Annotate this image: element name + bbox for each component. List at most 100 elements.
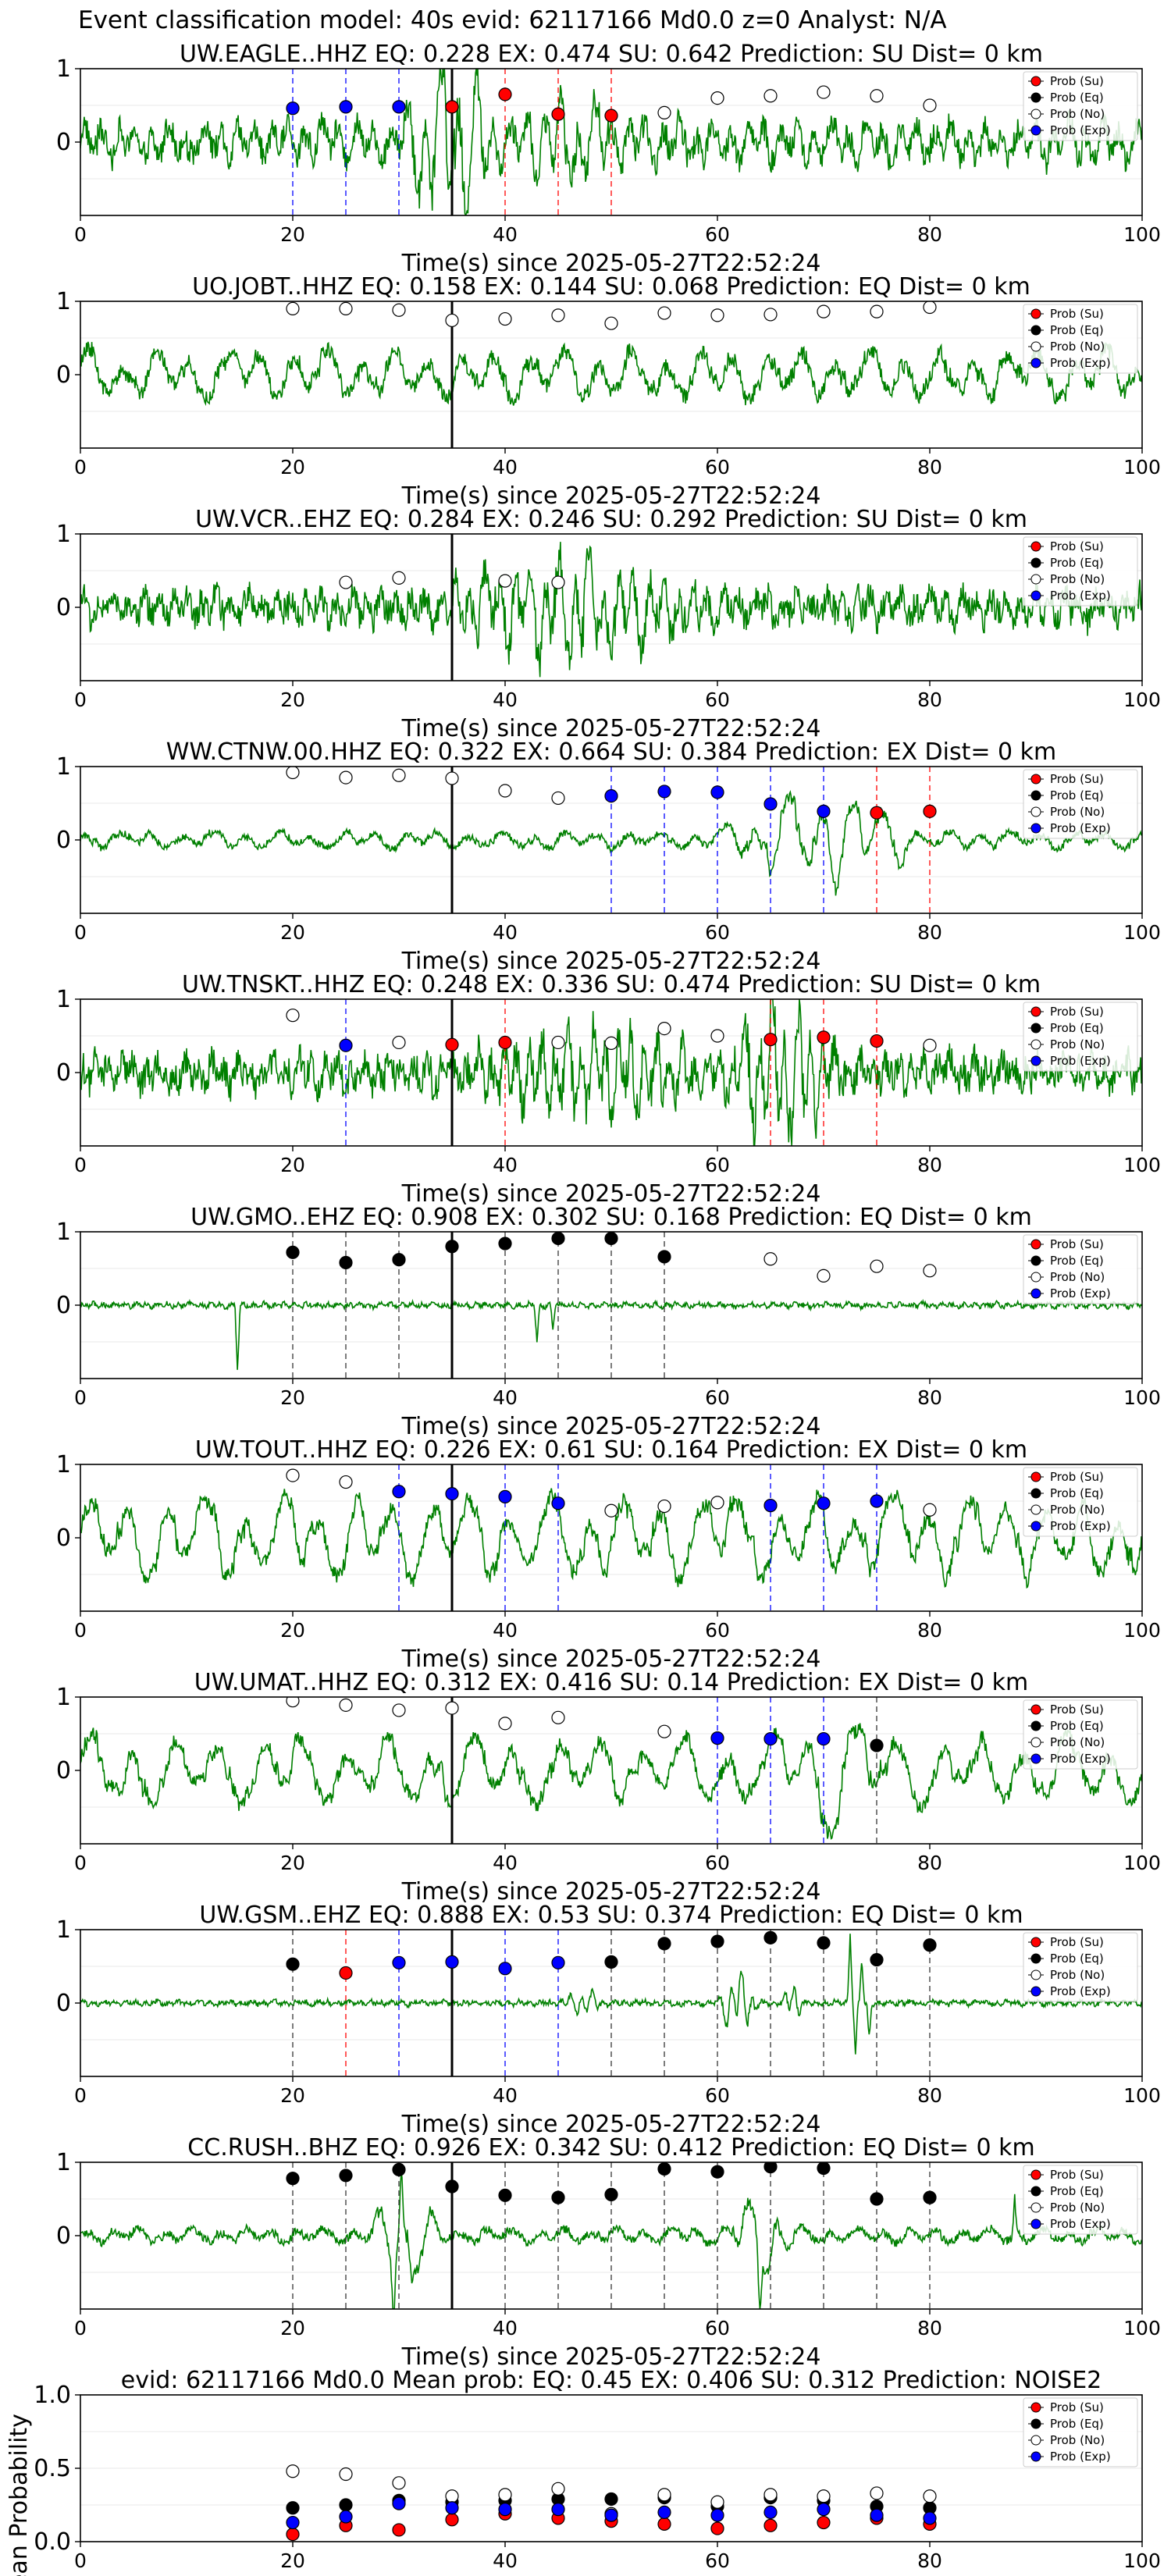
prob-marker-exp (339, 1038, 353, 1052)
legend-label: Prob (No) (1050, 1735, 1105, 1749)
prob-marker-eq (604, 2187, 618, 2201)
figure-title: Event classification model: 40s evid: 62… (78, 6, 947, 34)
panel-plot-area (286, 2464, 937, 2542)
prob-marker-exp (392, 1955, 406, 1969)
x-tick-label: 20 (280, 2084, 305, 2107)
legend-marker-eq (1030, 2418, 1041, 2429)
prob-marker-no (923, 1503, 937, 1517)
x-tick-label: 40 (493, 688, 518, 711)
prob-marker-eq (817, 1936, 831, 1950)
legend-box (1023, 769, 1138, 839)
x-tick-label: 100 (1123, 456, 1161, 479)
x-tick-label: 60 (705, 456, 730, 479)
legend-marker-eq (1030, 557, 1041, 568)
x-tick-label: 0 (74, 1619, 87, 1642)
mean-prob-marker-no (286, 2464, 300, 2478)
panel-title: evid: 62117166 Md0.0 Mean prob: EQ: 0.45… (121, 2367, 1102, 2394)
prob-marker-eq (763, 1930, 778, 1944)
y-tick-label: 1 (56, 2149, 71, 2176)
prob-marker-exp (604, 788, 618, 803)
x-tick-label: 0 (74, 1154, 87, 1176)
prob-marker-no (286, 1009, 300, 1023)
legend-label: Prob (No) (1050, 107, 1105, 121)
panel-7: UW.TOUT..HHZ EQ: 0.226 EX: 0.61 SU: 0.16… (56, 1436, 1161, 1673)
legend-marker-no (1030, 1737, 1041, 1748)
x-tick-label: 0 (74, 688, 87, 711)
prob-marker-no (551, 791, 565, 806)
legend-marker-exp (1030, 823, 1041, 834)
legend-box (1023, 2397, 1138, 2467)
y-tick-label: 0 (56, 1525, 71, 1552)
y-tick-label: 1 (56, 986, 71, 1013)
legend-marker-eq (1030, 1255, 1041, 1266)
prob-marker-no (339, 770, 353, 785)
legend-label: Prob (Su) (1050, 74, 1104, 88)
prob-marker-no (392, 1703, 406, 1717)
prob-marker-eq (657, 1250, 671, 1264)
prob-marker-no (392, 571, 406, 585)
panel-title: UW.GSM..EHZ EQ: 0.888 EX: 0.53 SU: 0.374… (199, 1902, 1023, 1929)
prob-marker-exp (498, 1489, 512, 1503)
x-tick-label: 40 (493, 1852, 518, 1874)
y-tick-label: 0 (56, 1757, 71, 1784)
x-axis-label: Time(s) since 2025-05-27T22:52:24 (401, 2343, 821, 2371)
prob-marker-eq (339, 1255, 353, 1270)
legend-marker-su (1030, 541, 1041, 552)
prob-marker-exp (817, 1496, 831, 1510)
prob-marker-su (604, 109, 618, 123)
panel-title: CC.RUSH..BHZ EQ: 0.926 EX: 0.342 SU: 0.4… (187, 2134, 1034, 2161)
panel-11: evid: 62117166 Md0.0 Mean prob: EQ: 0.45… (5, 2367, 1161, 2576)
legend-label: Prob (No) (1050, 340, 1105, 354)
x-tick-label: 60 (705, 1154, 730, 1176)
x-tick-label: 20 (280, 2317, 305, 2339)
legend-box (1023, 536, 1138, 607)
legend-marker-eq (1030, 1953, 1041, 1964)
legend-label: Prob (No) (1050, 1037, 1105, 1051)
prob-marker-exp (445, 1486, 459, 1501)
legend-label: Prob (Eq) (1050, 323, 1104, 337)
mean-prob-marker-su (286, 2528, 300, 2542)
legend-marker-no (1030, 574, 1041, 585)
x-axis-label: Time(s) since 2025-05-27T22:52:24 (401, 1646, 821, 1673)
mean-prob-marker-exp (923, 2511, 937, 2525)
prob-marker-eq (392, 1253, 406, 1267)
prob-marker-eq (286, 1245, 300, 1259)
legend-label: Prob (Eq) (1050, 1719, 1104, 1733)
legend-label: Prob (Eq) (1050, 1021, 1104, 1035)
prob-marker-no (763, 89, 778, 103)
x-tick-label: 100 (1123, 1619, 1161, 1642)
prob-marker-eq (551, 1232, 565, 1246)
prob-marker-no (339, 575, 353, 589)
legend-label: Prob (Exp) (1050, 1984, 1111, 1998)
legend-marker-su (1030, 76, 1041, 87)
x-tick-label: 60 (705, 1619, 730, 1642)
prob-marker-exp (763, 1731, 778, 1746)
legend-label: Prob (Exp) (1050, 123, 1111, 137)
legend-box (1023, 2165, 1138, 2235)
y-tick-label: 1 (56, 288, 71, 315)
legend-marker-su (1030, 1704, 1041, 1715)
legend-marker-su (1030, 1937, 1041, 1948)
prob-marker-exp (710, 1731, 724, 1745)
legend-marker-no (1030, 1039, 1041, 1050)
prob-marker-exp (339, 100, 353, 114)
legend-label: Prob (No) (1050, 1270, 1105, 1284)
panel-8: UW.UMAT..HHZ EQ: 0.312 EX: 0.416 SU: 0.1… (56, 1669, 1161, 1905)
x-tick-label: 80 (917, 2317, 942, 2339)
legend-marker-no (1030, 1272, 1041, 1283)
prob-marker-no (286, 1697, 300, 1708)
prob-marker-exp (445, 1955, 459, 1969)
mean-prob-marker-no (870, 2486, 884, 2500)
y-tick-label: 1 (56, 1219, 71, 1246)
legend-label: Prob (Exp) (1050, 1519, 1111, 1533)
x-tick-label: 0 (74, 456, 87, 479)
mean-prob-marker-eq (286, 2501, 300, 2515)
panel-1: UW.EAGLE..HHZ EQ: 0.228 EX: 0.474 SU: 0.… (56, 41, 1161, 277)
y-tick-label: 0 (56, 1292, 71, 1319)
x-tick-label: 100 (1123, 688, 1161, 711)
x-tick-label: 80 (917, 688, 942, 711)
prob-marker-exp (551, 1496, 565, 1510)
x-tick-label: 20 (280, 1386, 305, 1409)
legend-label: Prob (Exp) (1050, 1752, 1111, 1766)
legend-box (1023, 1467, 1138, 1537)
